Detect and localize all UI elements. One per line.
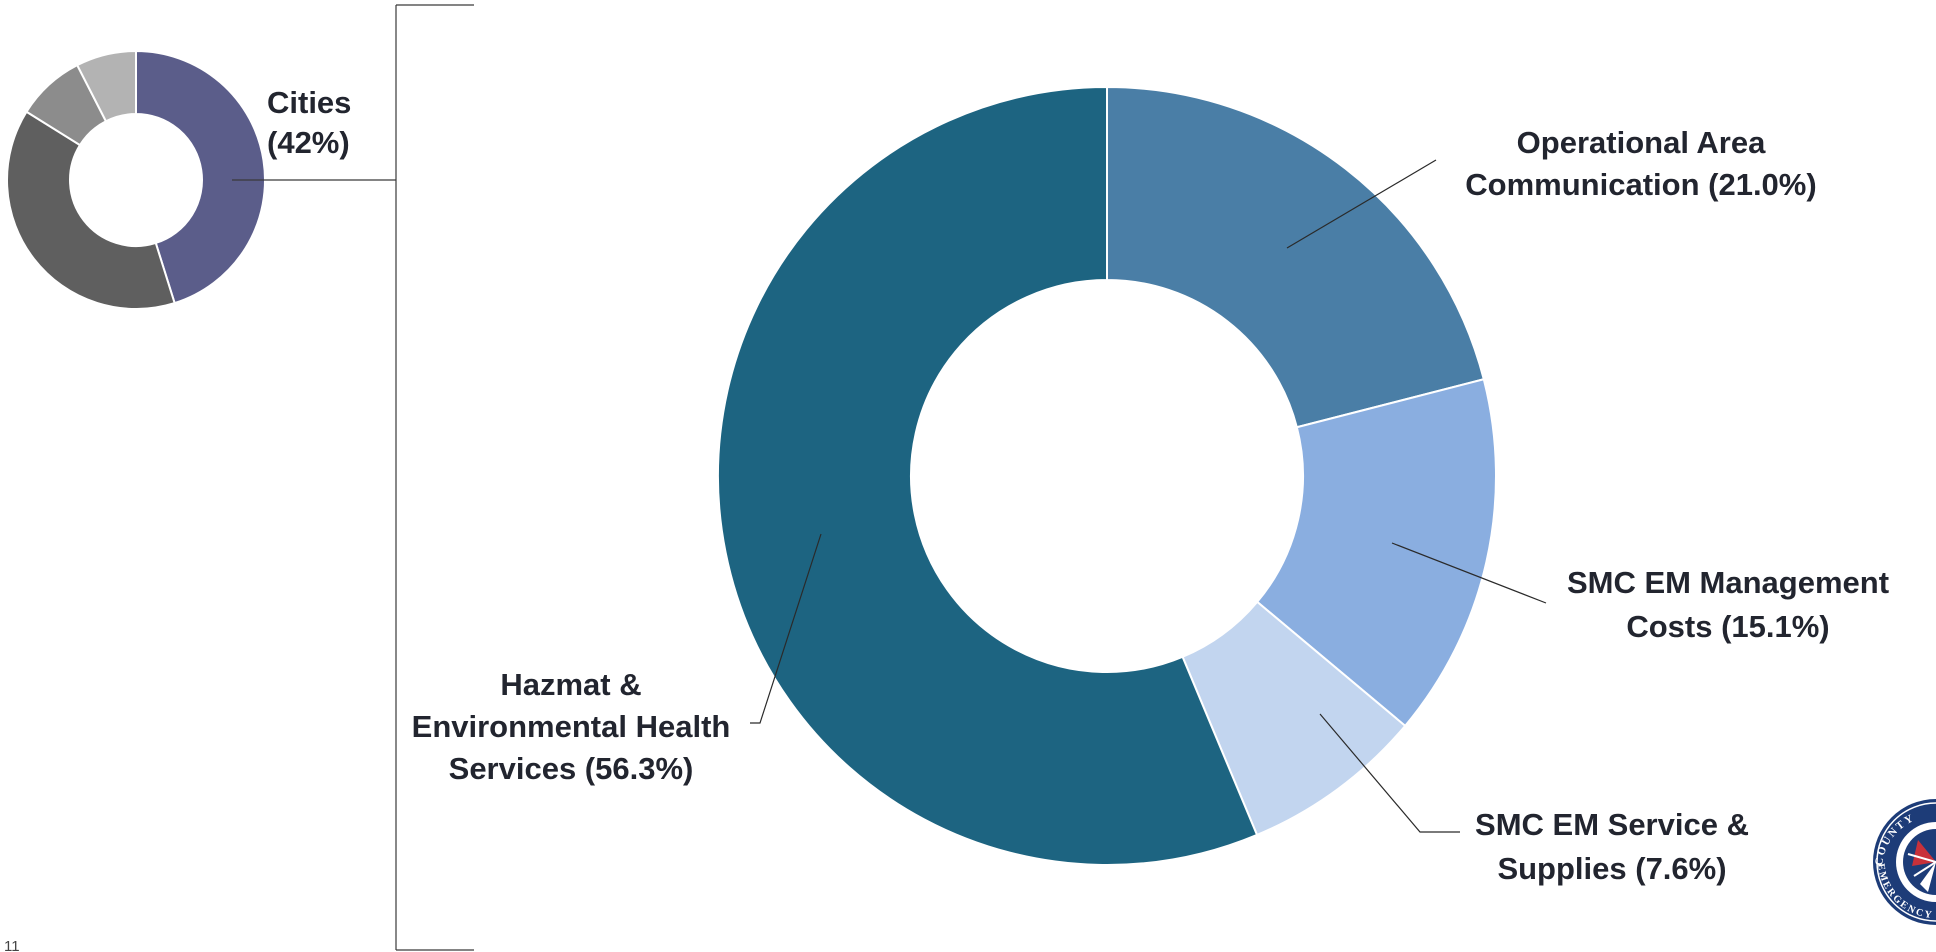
page-number: 11	[4, 938, 20, 952]
donut-slice-slice-3	[75, 49, 137, 123]
cities-breakdown-donut	[717, 85, 1497, 866]
leader-line-smc-em-management-costs	[1391, 542, 1547, 604]
donut-slice-slice-1	[6, 110, 176, 310]
label-line: Operational Area	[1517, 125, 1766, 160]
label-line: Environmental Health	[412, 709, 731, 744]
label-line: Services (56.3%)	[449, 751, 694, 786]
cities-share-donut: Cities (42%)	[6, 49, 351, 310]
label-line: Costs (15.1%)	[1626, 609, 1829, 644]
county-emergency-seal-logo: COUNTY EMERGENCY	[1873, 799, 1936, 925]
label-line: SMC EM Management	[1567, 565, 1889, 600]
label-line: Supplies (7.6%)	[1497, 851, 1726, 886]
donut-slice-hazmat-environmental-health-services	[717, 85, 1259, 866]
donut-slice-cities	[135, 49, 266, 305]
label-line: SMC EM Service &	[1475, 807, 1749, 842]
label-operational-area-communication: Operational Area Communication (21.0%)	[1465, 125, 1816, 202]
label-line: (42%)	[267, 125, 350, 160]
leader-line-smc-em-service-supplies	[1319, 713, 1460, 833]
donut-slice-operational-area-communication	[1106, 85, 1485, 429]
donut-slice-smc-em-management-costs	[1255, 378, 1497, 728]
leader-line-operational-area-communication	[1286, 159, 1437, 249]
label-hazmat-environmental-health-services: Hazmat & Environmental Health Services (56…	[412, 667, 731, 786]
leader-line-hazmat-environmental-health-services	[750, 533, 822, 724]
label-line: Cities	[267, 85, 351, 120]
label-line: Hazmat &	[500, 667, 641, 702]
label-cities: Cities (42%)	[267, 85, 351, 160]
label-line: Communication (21.0%)	[1465, 167, 1816, 202]
breakdown-connector	[232, 4, 474, 951]
label-smc-em-service-supplies: SMC EM Service & Supplies (7.6%)	[1475, 807, 1749, 886]
label-smc-em-management-costs: SMC EM Management Costs (15.1%)	[1567, 565, 1889, 644]
breakdown-labels: Operational Area Communication (21.0%) SMC…	[412, 125, 1889, 886]
